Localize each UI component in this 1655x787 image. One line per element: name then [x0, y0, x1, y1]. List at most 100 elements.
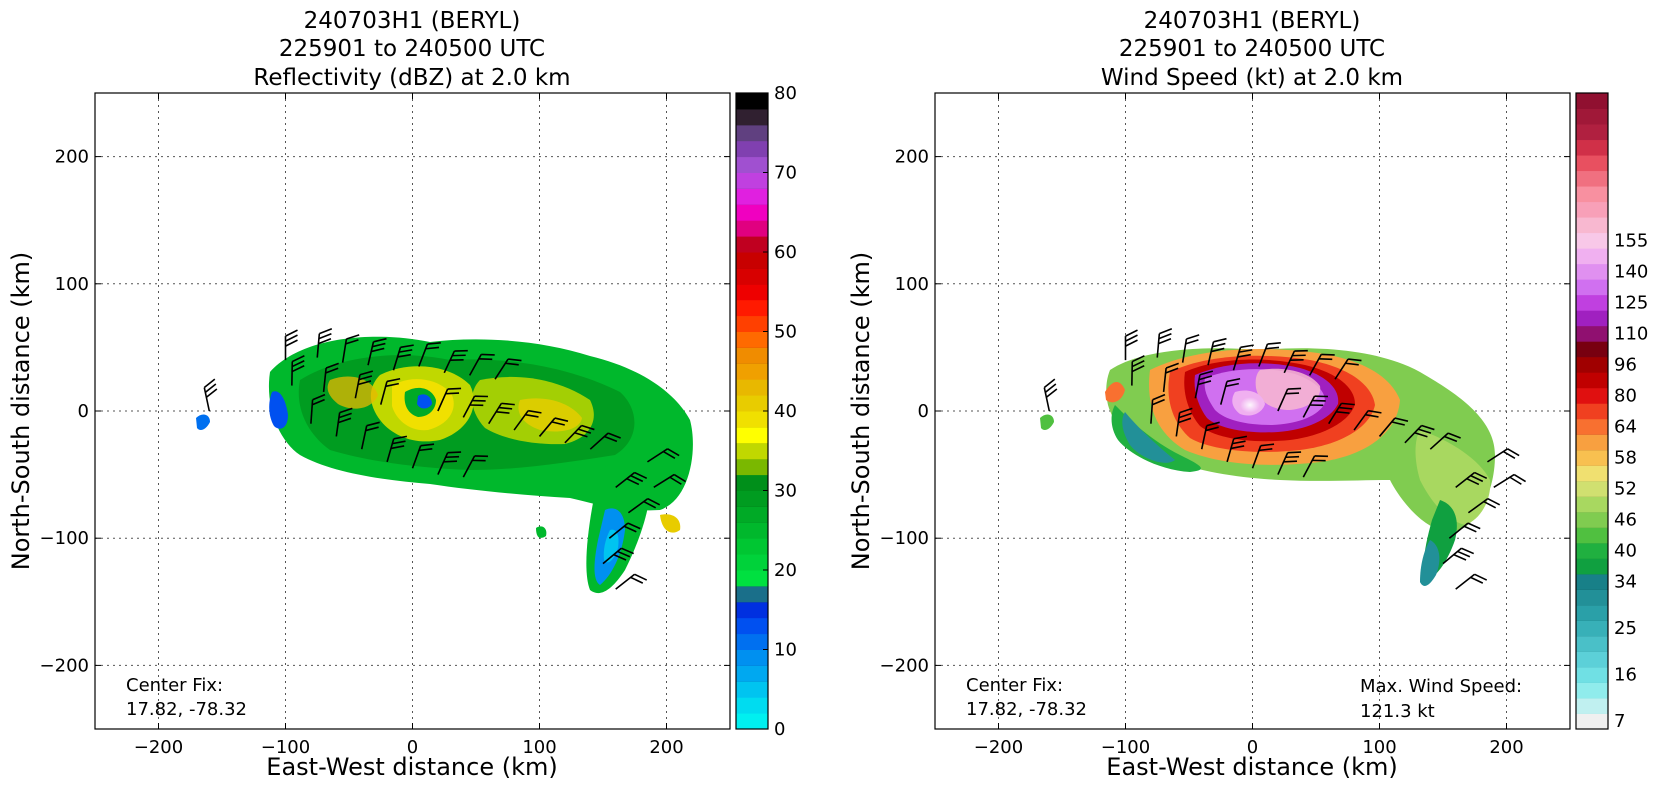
reflectivity-wind-barb	[443, 349, 468, 374]
wind-colorbar-segment	[1576, 139, 1608, 156]
wind-x-tick-label: 100	[1362, 737, 1396, 758]
wind-colorbar: 7 16 25 34 40 46 52 58 64 80 96 110 125 140 155	[1575, 92, 1648, 732]
reflectivity-colorbar-segment	[736, 426, 768, 444]
wind-wind-barb	[1219, 377, 1241, 405]
wind-y-tick-label: 100	[895, 274, 929, 295]
wind-wind-barb	[1131, 355, 1145, 386]
reflectivity-colorbar-segment	[736, 140, 768, 158]
wind-wind-barb	[1442, 547, 1475, 565]
reflectivity-colorbar-segment	[736, 188, 768, 205]
reflectivity-colorbar-segment	[736, 506, 768, 523]
wind-colorbar-segment	[1576, 294, 1608, 311]
reflectivity-title-line-3: Reflectivity (dBZ) at 2.0 km	[253, 65, 570, 91]
wind-title-line-1: 240703H1 (BERYL)	[1144, 8, 1361, 34]
wind-y-tick-label: 0	[918, 401, 929, 422]
wind-wind-barb	[1378, 417, 1409, 437]
reflectivity-colorbar-segment	[736, 713, 768, 730]
reflectivity-wind-barb	[379, 377, 401, 405]
wind-colorbar-segment	[1576, 666, 1608, 683]
wind-wind-barb	[1162, 362, 1179, 393]
wind-colorbar-segment	[1576, 325, 1608, 342]
wind-title-line-2: 225901 to 240500 UTC	[1119, 36, 1385, 62]
reflectivity-wind-barb	[513, 409, 542, 431]
reflectivity-colorbar-segment	[736, 379, 768, 396]
reflectivity-colorbar-tick-label: 20	[774, 560, 797, 581]
reflectivity-colorbar-tick-label: 50	[774, 322, 797, 343]
wind-x-ticks: −200 −100 0 100 200	[974, 93, 1524, 758]
reflectivity-colorbar-segment	[736, 665, 768, 682]
reflectivity-colorbar-segment	[736, 554, 768, 571]
reflectivity-colorbar-segment	[736, 124, 768, 142]
reflectivity-colorbar-tick-label: 80	[774, 83, 797, 104]
reflectivity-wind-barb	[589, 432, 621, 450]
wind-colorbar-segment	[1576, 480, 1608, 497]
reflectivity-field	[196, 336, 693, 594]
wind-y-ticks: −200 −100 0 100 200	[880, 147, 1570, 676]
wind-colorbar-segment	[1576, 434, 1608, 451]
reflectivity-wind-barb	[437, 451, 462, 475]
wind-wind-barb	[1493, 473, 1527, 488]
wind-colorbar-segment	[1576, 93, 1608, 110]
wind-colorbar-tick-label: 155	[1614, 230, 1648, 251]
reflectivity-colorbar-segment	[736, 299, 768, 317]
reflectivity-colorbar-segment	[736, 395, 768, 412]
reflectivity-colorbar-segment	[736, 363, 768, 380]
reflectivity-colorbar-segment	[736, 681, 768, 698]
reflectivity-y-axis-label: North-South distance (km)	[7, 252, 35, 571]
wind-wind-barb	[1251, 443, 1275, 469]
reflectivity-colorbar-segment	[736, 522, 768, 539]
wind-y-tick-label: −200	[880, 655, 929, 676]
reflectivity-y-tick-label: −100	[40, 528, 89, 549]
wind-wind-barb	[1277, 451, 1302, 475]
reflectivity-wind-barbs	[203, 327, 687, 590]
wind-x-tick-label: −200	[974, 737, 1023, 758]
reflectivity-colorbar-segment	[736, 633, 768, 650]
wind-colorbar-segment	[1576, 201, 1608, 218]
wind-wind-barb	[1328, 402, 1355, 425]
wind-colorbar-segment	[1576, 248, 1608, 265]
reflectivity-colorbar-segment	[736, 570, 768, 587]
wind-wind-barb	[1232, 344, 1254, 371]
wind-colorbar-segment	[1576, 604, 1608, 621]
reflectivity-wind-barb	[602, 547, 635, 565]
wind-center-fix-label: Center Fix:	[966, 675, 1063, 696]
wind-colorbar-tick-label: 16	[1614, 665, 1637, 686]
wind-colorbar-segment	[1576, 651, 1608, 668]
reflectivity-y-tick-label: 100	[55, 274, 89, 295]
reflectivity-colorbar-segment	[736, 108, 768, 126]
wind-wind-barb	[1175, 407, 1193, 437]
wind-colorbar-segment	[1576, 635, 1608, 652]
wind-colorbar-tick-label: 125	[1614, 292, 1648, 313]
wind-colorbar-segment	[1576, 310, 1608, 327]
wind-wind-barb	[1448, 522, 1481, 539]
wind-wind-barb	[1302, 395, 1328, 418]
wind-center-fix-value: 17.82, -78.32	[966, 699, 1087, 720]
wind-colorbar-segment	[1576, 449, 1608, 466]
reflectivity-wind-barb	[291, 355, 305, 386]
reflectivity-x-ticks: −200 −100 0 100 200	[134, 93, 684, 758]
wind-wind-barb	[1455, 471, 1488, 488]
reflectivity-wind-barb	[653, 473, 687, 488]
reflectivity-wind-barb	[335, 407, 353, 437]
reflectivity-colorbar-tick-label: 60	[774, 242, 797, 263]
reflectivity-wind-barb	[538, 417, 569, 437]
wind-colorbar-segment	[1576, 697, 1608, 714]
reflectivity-colorbar-segment	[736, 93, 768, 110]
wind-colorbar-tick-label: 40	[1614, 541, 1637, 562]
reflectivity-colorbar-segment	[736, 474, 768, 491]
wind-colorbar-segment	[1576, 356, 1608, 373]
wind-colorbar-segment	[1576, 170, 1608, 187]
wind-y-tick-label: −100	[880, 528, 929, 549]
wind-colorbar-tick-label: 52	[1614, 479, 1637, 500]
reflectivity-x-tick-label: −200	[134, 737, 183, 758]
reflectivity-title-line-1: 240703H1 (BERYL)	[304, 8, 521, 34]
wind-colorbar-tick-label: 96	[1614, 354, 1637, 375]
reflectivity-wind-barb	[367, 337, 387, 366]
max-wind-value: 121.3 kt	[1360, 701, 1435, 722]
reflectivity-colorbar-segment	[736, 538, 768, 555]
wind-wind-barb	[1194, 370, 1214, 399]
reflectivity-colorbar-segment	[736, 649, 768, 666]
wind-colorbar-segment	[1576, 263, 1608, 280]
wind-wind-barb	[1455, 573, 1488, 590]
reflectivity-center-fix-value: 17.82, -78.32	[126, 699, 247, 720]
